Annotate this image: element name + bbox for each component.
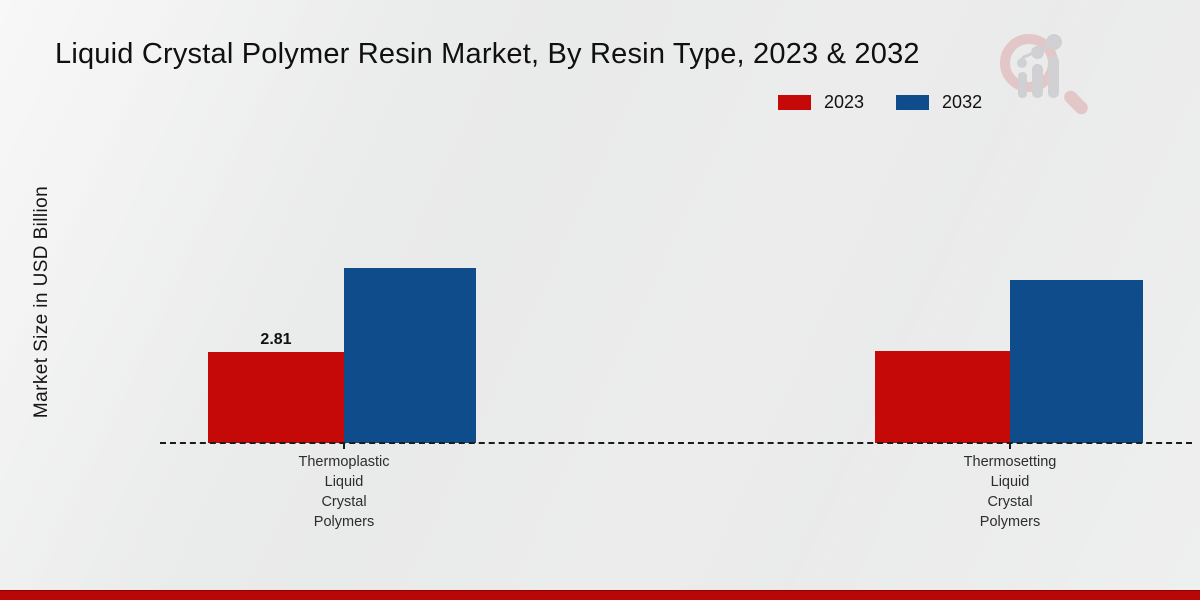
data-label-2023-thermoplastic: 2.81	[260, 331, 292, 348]
magnifier-bar-chart-logo-icon	[998, 26, 1091, 122]
legend-item-2023: 2023	[778, 92, 864, 113]
chart-title: Liquid Crystal Polymer Resin Market, By …	[55, 38, 920, 70]
x-axis-tick	[343, 444, 345, 449]
legend-swatch-2023-icon	[778, 95, 811, 110]
category-label-thermosetting: Thermosetting Liquid Crystal Polymers	[963, 454, 1057, 530]
y-axis-label: Market Size in USD Billion	[31, 185, 52, 419]
figure-bar-icon	[1032, 64, 1043, 98]
figure-bar-icon	[1048, 56, 1059, 98]
x-axis-tick	[1009, 444, 1011, 449]
figure-head-icon	[1017, 58, 1027, 68]
footer-accent-bar	[0, 590, 1200, 600]
bar-2023-thermosetting	[875, 351, 1010, 443]
category-label-thermoplastic: Thermoplastic Liquid Crystal Polymers	[298, 454, 390, 530]
legend-swatch-2032-icon	[896, 95, 930, 110]
figure-head-icon	[1031, 46, 1044, 59]
legend-label-2032: 2032	[942, 92, 983, 112]
figure-head-icon	[1046, 34, 1062, 50]
bar-2032-thermoplastic	[344, 268, 476, 443]
legend-label-2023: 2023	[824, 92, 865, 112]
magnifier-handle-icon	[1061, 88, 1091, 117]
figure-bar-icon	[1018, 72, 1027, 98]
bar-2023-thermoplastic	[208, 352, 344, 443]
x-axis-baseline	[160, 442, 1192, 444]
bar-2032-thermosetting	[1010, 280, 1143, 443]
legend-item-2032: 2032	[896, 92, 982, 113]
legend: 2023 2032	[778, 92, 982, 113]
